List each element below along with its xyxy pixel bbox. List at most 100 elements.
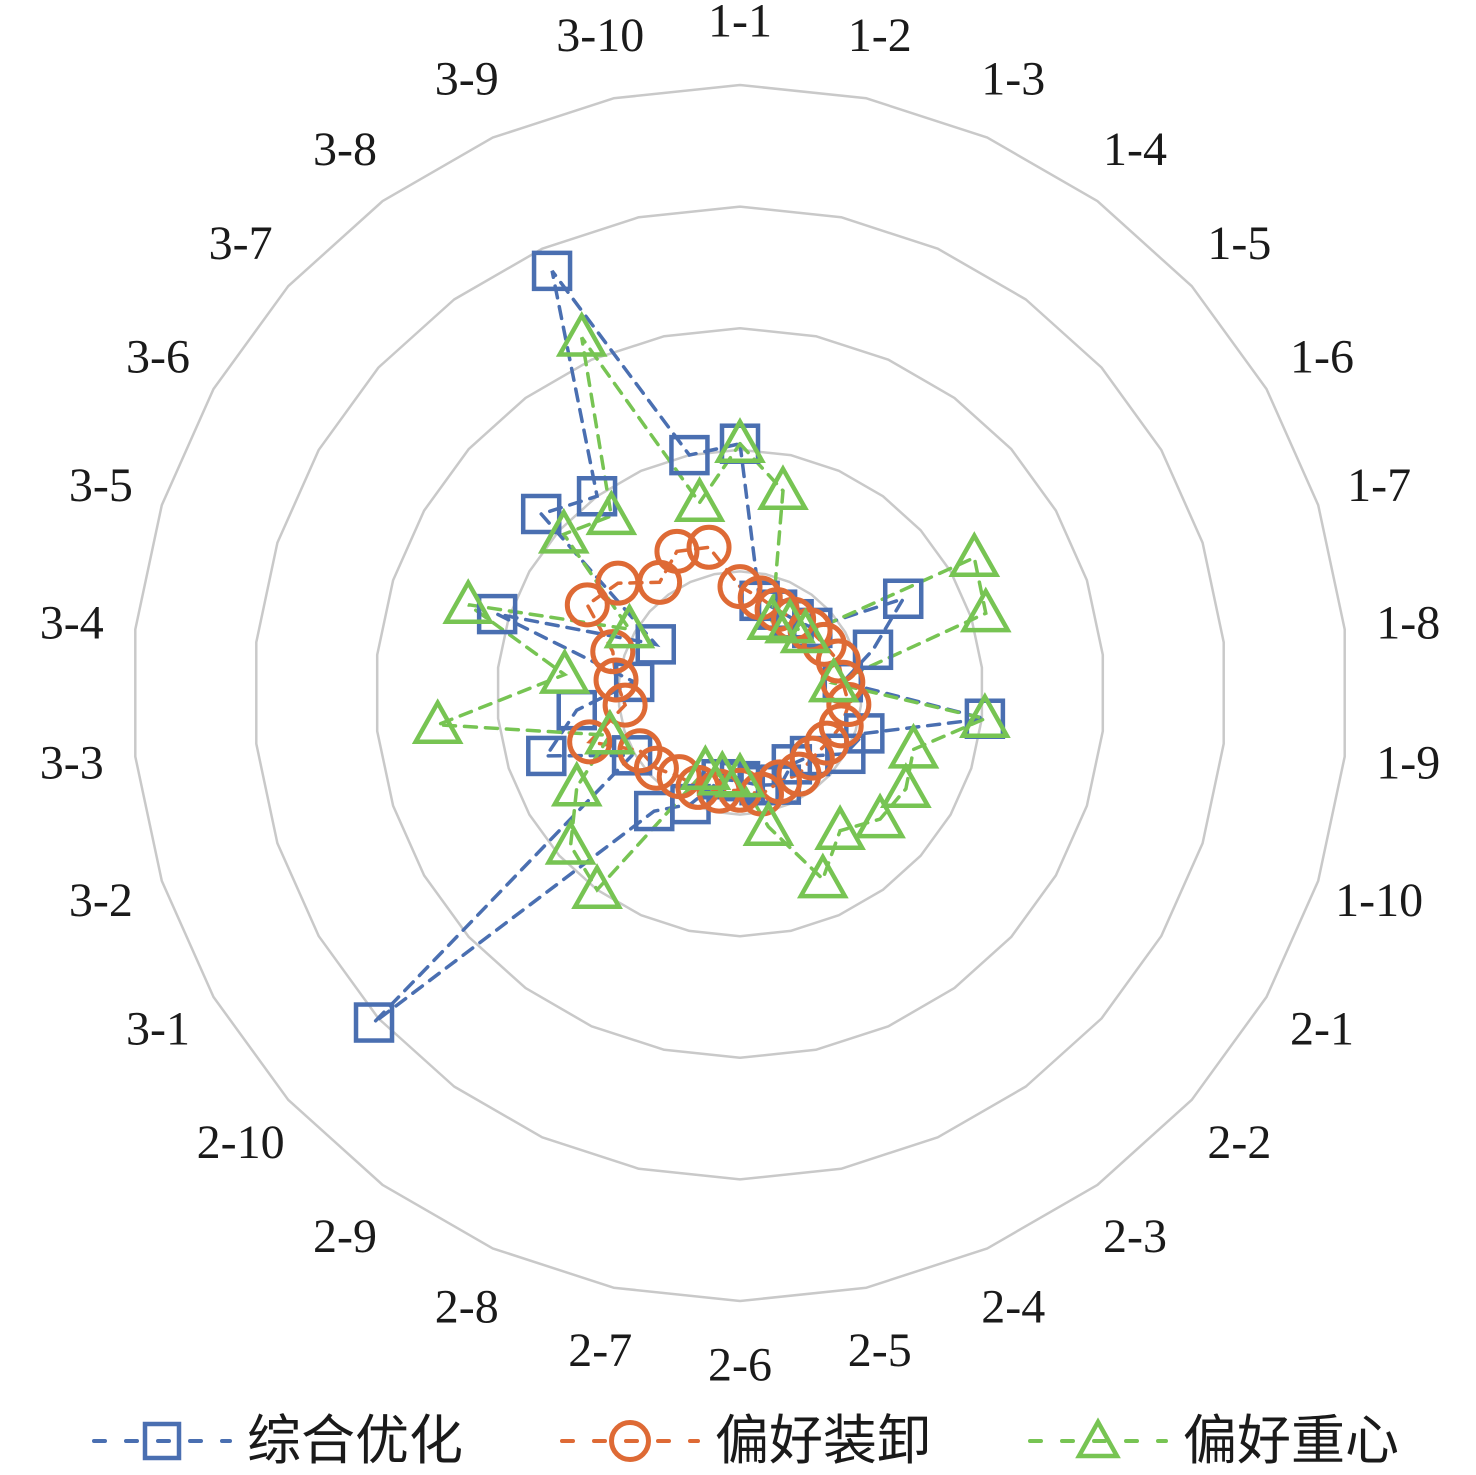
- series-1-line-group: [372, 269, 986, 1024]
- axis-label-1-4: 1-4: [1103, 123, 1167, 176]
- series-3-marker-1-2: [757, 464, 809, 511]
- series-2-markers: [564, 524, 872, 817]
- axis-label-1-6: 1-6: [1290, 331, 1354, 384]
- axis-label-1-8: 1-8: [1376, 596, 1440, 649]
- axis-label-2-9: 2-9: [313, 1210, 377, 1263]
- series-3-marker-2-10: [544, 818, 597, 865]
- series-3-marker-3-7: [537, 507, 590, 554]
- series-1-marker-2-9: [633, 790, 675, 832]
- series-3-marker-2-4: [796, 852, 849, 899]
- series-3-marker-1-1: [714, 417, 766, 463]
- series-2-marker-2-1: [804, 720, 850, 766]
- series-3-marker-3-9: [555, 310, 608, 357]
- series-3-marker-2-7: [696, 749, 749, 796]
- series-1-marker-1-6: [882, 578, 924, 620]
- legend-marker-circle: [609, 1420, 651, 1462]
- axis-label-1-3: 1-3: [981, 53, 1045, 106]
- series-3-marker-3-10: [673, 476, 726, 522]
- axis-label-3-10: 3-10: [556, 9, 644, 62]
- series-2-marker-2-9: [656, 754, 702, 800]
- axis-label-3-2: 3-2: [69, 874, 133, 927]
- series-3-marker-2-9: [571, 863, 623, 910]
- series-3-marker-1-9: [959, 692, 1011, 738]
- series-3-marker-3-1: [550, 760, 603, 807]
- series-3-marker-2-8: [679, 744, 732, 791]
- axis-label-1-2: 1-2: [848, 9, 912, 62]
- series-2-marker-3-9: [654, 528, 700, 574]
- axis-label-1-10: 1-10: [1335, 874, 1423, 927]
- series-2-marker-2-2: [789, 735, 835, 781]
- axis-label-2-1: 2-1: [1290, 1003, 1354, 1056]
- series-1-marker-3-4: [613, 661, 655, 703]
- axis-label-2-8: 2-8: [435, 1280, 499, 1333]
- axis-label-3-4: 3-4: [40, 596, 104, 649]
- legend-label-1: 综合优化: [247, 1411, 463, 1471]
- axis-label-2-2: 2-2: [1207, 1116, 1271, 1169]
- series-3-marker-2-2: [854, 792, 906, 839]
- axis-label-2-4: 2-4: [981, 1280, 1045, 1333]
- series-2-marker-3-10: [686, 524, 732, 570]
- series-3-marker-1-6: [948, 531, 1001, 577]
- series-1-marker-3-9: [531, 250, 573, 292]
- axis-label-3-6: 3-6: [126, 331, 190, 384]
- axis-label-1-1: 1-1: [708, 0, 772, 48]
- series-1-marker-2-10: [353, 1002, 395, 1043]
- series-3-marker-3-2: [584, 708, 636, 755]
- grid-ring-2: [496, 448, 984, 938]
- legend-item-1: 综合优化: [92, 1411, 463, 1471]
- series-3-marker-2-3: [814, 804, 866, 850]
- axis-label-2-10: 2-10: [197, 1116, 285, 1169]
- grid-ring-3: [375, 326, 1105, 1060]
- series-2-marker-2-3: [776, 751, 822, 797]
- series-3-marker-1-5: [779, 607, 832, 654]
- series-1-polyline: [372, 269, 986, 1024]
- series-1-marker-3-2: [526, 735, 567, 777]
- series-1-marker-3-10: [669, 434, 710, 476]
- series-2-marker-3-6: [564, 582, 610, 628]
- axis-label-3-9: 3-9: [435, 53, 499, 106]
- series-1-marker-3-1: [611, 735, 653, 776]
- axis-label-3-8: 3-8: [313, 123, 377, 176]
- axis-label-1-5: 1-5: [1207, 217, 1271, 270]
- grid-ring-5: [134, 83, 1346, 1303]
- axis-label-1-9: 1-9: [1376, 737, 1440, 790]
- grid-ring-1: [617, 570, 863, 816]
- legend-label-3: 偏好重心: [1183, 1411, 1399, 1471]
- series-3-marker-3-6: [603, 602, 656, 649]
- series-2-marker-3-3: [602, 682, 648, 728]
- legend-item-2: 偏好装卸: [560, 1411, 931, 1471]
- series-3-marker-2-5: [742, 800, 795, 847]
- axis-label-2-6: 2-6: [708, 1339, 772, 1392]
- series-2-marker-1-7: [815, 638, 861, 684]
- series-1-marker-3-5: [476, 593, 518, 635]
- legend-item-3: 偏好重心: [1028, 1411, 1399, 1471]
- legend-marker-square: [142, 1421, 182, 1461]
- grid-ring-4: [255, 205, 1225, 1181]
- series-3-marker-2-1: [880, 762, 932, 809]
- legend-marker-triangle: [1075, 1417, 1121, 1459]
- series-3-marker-3-4: [538, 647, 591, 694]
- axis-label-3-1: 3-1: [126, 1003, 190, 1056]
- axis-label-3-7: 3-7: [209, 217, 273, 270]
- legend-label-2: 偏好装卸: [715, 1411, 931, 1471]
- series-3-marker-1-10: [887, 722, 940, 769]
- series-2-marker-3-2: [567, 719, 613, 765]
- series-2-marker-3-5: [590, 629, 636, 675]
- series-3-marker-1-8: [807, 656, 860, 703]
- axis-label-1-7: 1-7: [1347, 459, 1411, 512]
- axis-label-3-5: 3-5: [69, 459, 133, 512]
- axis-labels: 1-1 1-2 1-3 1-4 1-5 1-6 1-7 1-8 1-9 1-10 2-1 2-2 2-3…: [40, 0, 1441, 1392]
- series-3-marker-3-5: [442, 578, 495, 624]
- series-3-marker-1-7: [959, 586, 1012, 633]
- series-3-markers: [411, 310, 1012, 910]
- axis-label-2-3: 2-3: [1103, 1210, 1167, 1263]
- chart-legend: 综合优化 偏好装卸 偏好重心: [92, 1411, 1399, 1471]
- axis-label-3-3: 3-3: [40, 737, 104, 790]
- axis-label-2-7: 2-7: [568, 1324, 632, 1377]
- series-2-marker-3-4: [593, 657, 639, 703]
- grid-rings: [134, 83, 1346, 1303]
- series-3-marker-3-8: [585, 489, 638, 536]
